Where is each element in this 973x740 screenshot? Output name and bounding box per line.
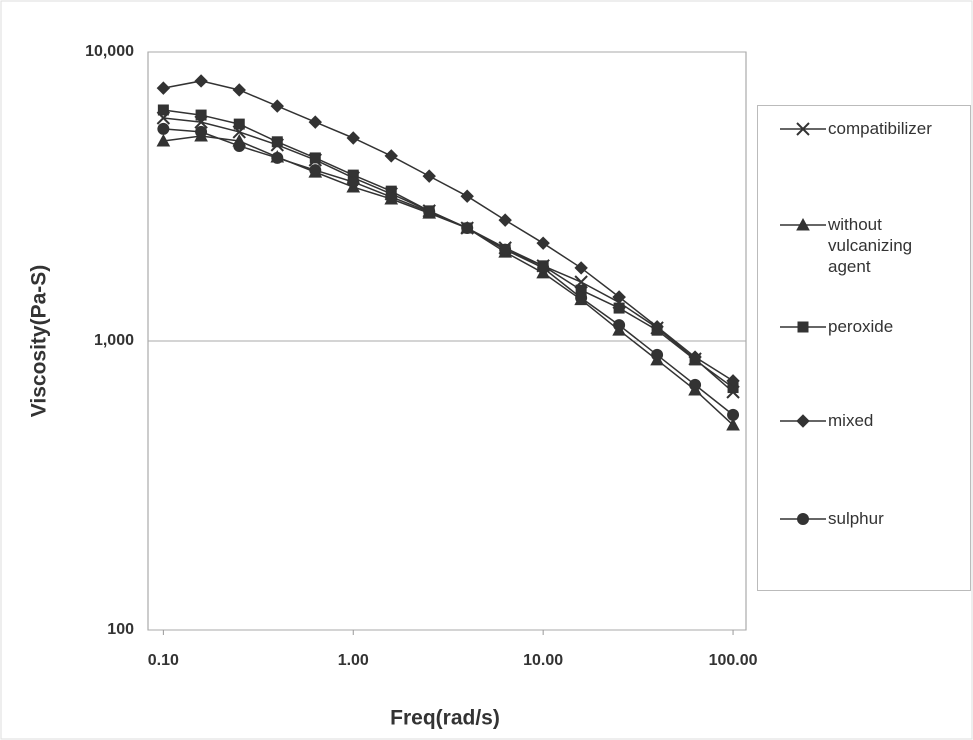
marker	[651, 348, 664, 361]
marker	[498, 213, 512, 227]
y-tick-label: 10,000	[85, 43, 134, 60]
marker	[309, 164, 322, 177]
marker	[726, 417, 740, 431]
marker	[233, 139, 246, 152]
marker	[347, 175, 360, 188]
marker	[796, 414, 810, 428]
y-tick-label: 1,000	[94, 332, 134, 349]
marker	[422, 169, 436, 183]
series-line	[163, 109, 734, 389]
marker	[308, 115, 322, 129]
marker	[157, 122, 170, 135]
legend-swatch	[780, 217, 826, 231]
marker	[796, 122, 810, 136]
legend-label: compatibilizer	[828, 119, 932, 138]
marker	[574, 261, 588, 275]
legend-label: without vulcanizing agent	[828, 215, 913, 276]
marker	[461, 222, 474, 235]
x-axis-label: Freq(rad/s)	[390, 707, 500, 730]
marker	[271, 151, 284, 164]
series-line	[163, 117, 734, 393]
marker	[156, 81, 171, 95]
marker	[233, 118, 245, 130]
x-tick-label: 0.10	[148, 652, 179, 669]
legend-swatch	[780, 122, 826, 136]
marker	[537, 261, 550, 274]
marker	[423, 205, 436, 218]
marker	[689, 378, 702, 391]
marker	[195, 109, 207, 121]
marker	[232, 83, 246, 97]
y-tick-label: 100	[107, 621, 134, 638]
marker	[346, 131, 360, 145]
marker	[797, 513, 809, 525]
marker	[612, 290, 626, 304]
legend-swatch	[780, 513, 826, 525]
marker	[613, 302, 625, 314]
legend-entry: mixed	[758, 410, 958, 432]
legend-entry: peroxide	[758, 316, 958, 338]
legend-label: sulphur	[828, 509, 884, 528]
marker	[575, 291, 588, 304]
marker	[536, 236, 550, 250]
legend-label: peroxide	[828, 317, 894, 336]
marker	[796, 217, 810, 231]
x-tick-label: 10.00	[523, 652, 563, 669]
marker	[271, 136, 283, 148]
marker	[613, 319, 626, 332]
marker	[385, 190, 398, 203]
series-line	[163, 80, 734, 382]
marker	[688, 350, 702, 364]
marker	[157, 104, 169, 116]
marker	[270, 99, 284, 113]
x-tick-label: 1.00	[338, 652, 369, 669]
marker	[384, 149, 398, 163]
marker	[726, 374, 740, 388]
legend-entry: without vulcanizing agent	[758, 214, 958, 277]
marker	[797, 321, 809, 333]
marker	[195, 125, 208, 138]
series-line	[163, 135, 734, 426]
legend-swatch	[780, 321, 826, 333]
marker	[460, 189, 474, 203]
x-tick-label: 100.00	[709, 652, 758, 669]
legend-label: mixed	[828, 411, 874, 430]
marker	[156, 133, 171, 147]
legend-entry: compatibilizer	[758, 118, 958, 140]
marker	[309, 152, 321, 164]
y-axis-label: Viscosity(Pa-S)	[28, 265, 51, 418]
marker	[727, 408, 740, 421]
legend: compatibilizer without vulcanizing agent p…	[757, 105, 971, 591]
series-line	[163, 128, 734, 416]
marker	[499, 243, 512, 256]
marker	[650, 320, 664, 334]
legend-swatch	[780, 414, 826, 428]
legend-entry: sulphur	[758, 508, 958, 530]
marker	[194, 74, 208, 88]
